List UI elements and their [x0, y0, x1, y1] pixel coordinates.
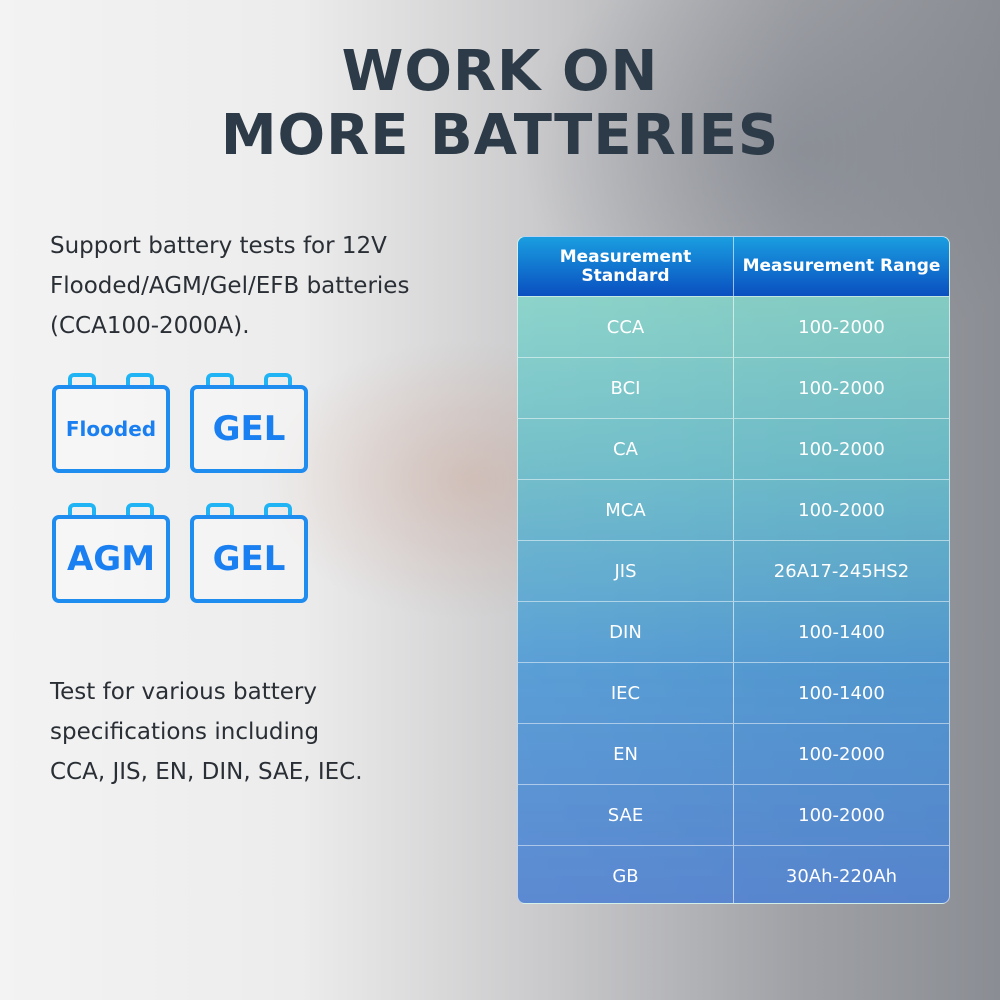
table-row: DIN 100-1400 [518, 601, 949, 662]
headline-line-2: MORE BATTERIES [220, 103, 780, 168]
battery-agm-icon: AGM [52, 503, 170, 603]
table-row: SAE 100-2000 [518, 784, 949, 845]
cell-standard: BCI [518, 358, 734, 418]
cell-range: 100-1400 [798, 621, 885, 643]
table-row: GB 30Ah-220Ah [518, 845, 949, 903]
table-row: BCI 100-2000 [518, 357, 949, 418]
battery-label: GEL [190, 385, 308, 473]
cell-range: 100-2000 [798, 316, 885, 338]
desc-line: Flooded/AGM/Gel/EFB batteries [50, 273, 410, 299]
table-row: CCA 100-2000 [518, 296, 949, 357]
battery-gel-icon: GEL [190, 373, 308, 473]
table-header: Measurement Standard Measurement Range [518, 237, 949, 296]
cell-standard: MCA [518, 480, 734, 540]
battery-types-description: Support battery tests for 12V Flooded/AG… [50, 226, 409, 346]
cell-standard: CA [518, 419, 734, 479]
cell-standard: SAE [518, 785, 734, 845]
battery-gel-icon: GEL [190, 503, 308, 603]
headline: WORK ON MORE BATTERIES [0, 40, 1000, 168]
cell-standard: CCA [518, 297, 734, 357]
table-row: IEC 100-1400 [518, 662, 949, 723]
cell-standard: DIN [518, 602, 734, 662]
header-range: Measurement Range [742, 256, 941, 276]
desc-line: CCA, JIS, EN, DIN, SAE, IEC. [50, 759, 363, 785]
measurement-table: Measurement Standard Measurement Range C… [517, 236, 950, 904]
battery-label: GEL [190, 515, 308, 603]
cell-standard: IEC [518, 663, 734, 723]
cell-range: 100-2000 [798, 438, 885, 460]
cell-range: 100-2000 [798, 499, 885, 521]
table-row: EN 100-2000 [518, 723, 949, 784]
desc-line: Support battery tests for 12V [50, 233, 387, 259]
header-standard: Measurement Standard [518, 237, 734, 296]
battery-label: Flooded [52, 385, 170, 473]
cell-range: 30Ah-220Ah [785, 865, 898, 887]
cell-standard: JIS [518, 541, 734, 601]
battery-flooded-icon: Flooded [52, 373, 170, 473]
headline-line-1: WORK ON [341, 39, 659, 104]
cell-range: 100-2000 [798, 377, 885, 399]
battery-label: AGM [52, 515, 170, 603]
table-row: JIS 26A17-245HS2 [518, 540, 949, 601]
cell-range: 100-2000 [798, 743, 885, 765]
cell-range: 100-1400 [798, 682, 885, 704]
desc-line: Test for various battery [50, 679, 317, 705]
specifications-description: Test for various battery specifications … [50, 672, 363, 792]
desc-line: (CCA100-2000A). [50, 313, 250, 339]
cell-range: 100-2000 [798, 804, 885, 826]
cell-standard: GB [518, 846, 734, 903]
table-row: MCA 100-2000 [518, 479, 949, 540]
cell-range: 26A17-245HS2 [773, 560, 910, 582]
table-row: CA 100-2000 [518, 418, 949, 479]
cell-standard: EN [518, 724, 734, 784]
desc-line: specifications including [50, 719, 320, 745]
